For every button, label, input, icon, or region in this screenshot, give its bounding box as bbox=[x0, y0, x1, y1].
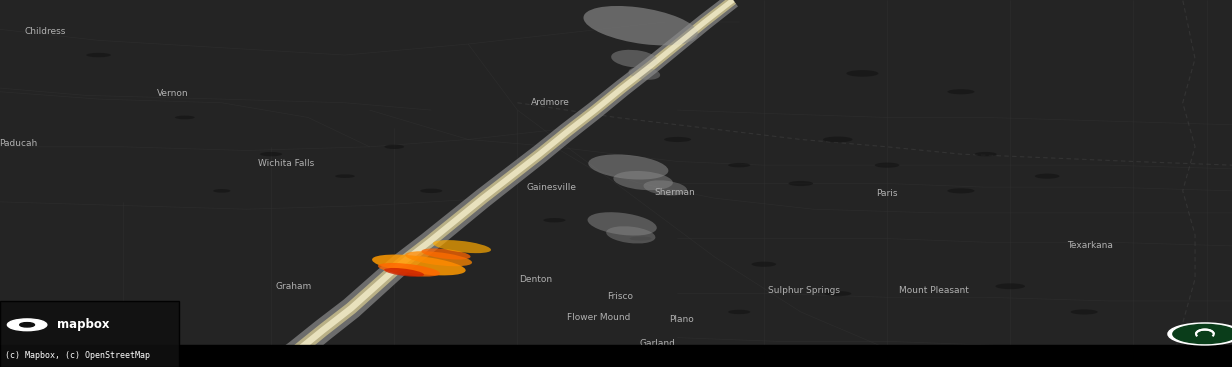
Ellipse shape bbox=[213, 189, 230, 193]
Ellipse shape bbox=[175, 116, 195, 119]
Polygon shape bbox=[257, 0, 738, 367]
Ellipse shape bbox=[728, 163, 750, 167]
Circle shape bbox=[1173, 324, 1232, 344]
Ellipse shape bbox=[335, 174, 355, 178]
Ellipse shape bbox=[630, 236, 652, 241]
Ellipse shape bbox=[823, 137, 853, 142]
Ellipse shape bbox=[728, 310, 750, 314]
Text: Mount Pleasant: Mount Pleasant bbox=[899, 286, 968, 295]
Ellipse shape bbox=[543, 218, 565, 222]
Ellipse shape bbox=[628, 67, 660, 80]
Text: Flower Mound: Flower Mound bbox=[567, 313, 631, 322]
Ellipse shape bbox=[975, 152, 997, 156]
Ellipse shape bbox=[1071, 309, 1098, 315]
Text: Garland: Garland bbox=[639, 339, 676, 348]
Ellipse shape bbox=[378, 263, 440, 277]
Ellipse shape bbox=[752, 262, 776, 267]
Ellipse shape bbox=[421, 248, 471, 259]
Ellipse shape bbox=[405, 251, 472, 266]
Ellipse shape bbox=[875, 163, 899, 168]
Text: Paris: Paris bbox=[876, 189, 898, 198]
FancyBboxPatch shape bbox=[0, 345, 1232, 367]
Circle shape bbox=[20, 323, 34, 327]
Ellipse shape bbox=[664, 137, 691, 142]
Ellipse shape bbox=[588, 212, 657, 236]
Text: Sherman: Sherman bbox=[654, 188, 696, 197]
Circle shape bbox=[1168, 323, 1232, 345]
Ellipse shape bbox=[372, 255, 466, 275]
Ellipse shape bbox=[824, 291, 851, 296]
Ellipse shape bbox=[947, 89, 975, 94]
Text: Texarkana: Texarkana bbox=[1067, 241, 1114, 250]
Ellipse shape bbox=[584, 6, 697, 46]
Ellipse shape bbox=[643, 180, 687, 196]
Polygon shape bbox=[262, 0, 734, 367]
Ellipse shape bbox=[614, 171, 673, 190]
Text: Childress: Childress bbox=[25, 27, 67, 36]
FancyBboxPatch shape bbox=[0, 301, 179, 367]
Text: Sulphur Springs: Sulphur Springs bbox=[769, 286, 840, 295]
Ellipse shape bbox=[420, 189, 442, 193]
Ellipse shape bbox=[995, 283, 1025, 289]
Ellipse shape bbox=[611, 50, 658, 68]
Ellipse shape bbox=[1035, 174, 1060, 179]
Text: Denton: Denton bbox=[520, 275, 552, 284]
Polygon shape bbox=[261, 0, 736, 367]
Ellipse shape bbox=[260, 152, 282, 156]
Text: Paducah: Paducah bbox=[0, 139, 38, 148]
Ellipse shape bbox=[384, 268, 424, 277]
Ellipse shape bbox=[947, 188, 975, 193]
Ellipse shape bbox=[606, 226, 655, 243]
Text: Gainesville: Gainesville bbox=[527, 183, 577, 192]
Text: Graham: Graham bbox=[275, 283, 312, 291]
Text: Plano: Plano bbox=[669, 315, 694, 324]
Ellipse shape bbox=[788, 181, 813, 186]
Ellipse shape bbox=[846, 70, 878, 77]
Text: Frisco: Frisco bbox=[606, 292, 633, 301]
Text: (c) Mapbox, (c) OpenStreetMap: (c) Mapbox, (c) OpenStreetMap bbox=[5, 352, 150, 360]
Text: Vernon: Vernon bbox=[156, 89, 188, 98]
Ellipse shape bbox=[86, 53, 111, 57]
Text: mapbox: mapbox bbox=[57, 318, 110, 331]
Ellipse shape bbox=[384, 145, 404, 149]
Circle shape bbox=[7, 319, 47, 331]
Ellipse shape bbox=[432, 240, 492, 253]
Text: Ardmore: Ardmore bbox=[531, 98, 570, 107]
Text: Wichita Falls: Wichita Falls bbox=[257, 159, 314, 168]
Ellipse shape bbox=[588, 155, 669, 179]
